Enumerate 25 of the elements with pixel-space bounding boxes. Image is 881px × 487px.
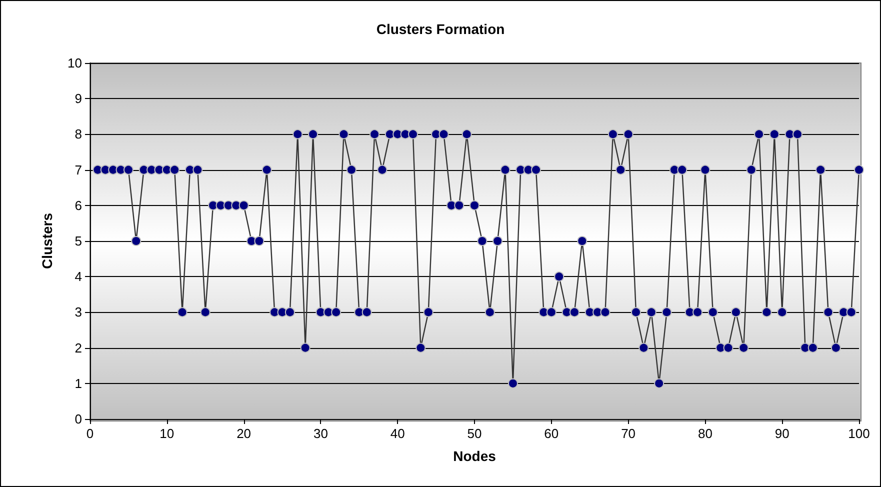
x-tick-label: 20 — [236, 426, 252, 441]
x-tick-label: 80 — [698, 426, 712, 441]
y-tick-label: 6 — [74, 198, 82, 213]
x-tick-label: 40 — [390, 426, 405, 441]
x-tick-label: 100 — [848, 426, 870, 441]
x-tick-label: 60 — [544, 426, 559, 441]
x-tick-label: 10 — [160, 426, 174, 441]
y-tick-label: 5 — [74, 234, 82, 248]
y-tick-label: 0 — [74, 412, 82, 426]
y-tick-label: 3 — [74, 304, 82, 320]
y-tick-label: 10 — [68, 56, 82, 70]
y-tick-label: 9 — [74, 91, 82, 106]
y-tick-label: 7 — [74, 162, 82, 178]
y-axis-title: Clusters — [39, 212, 55, 270]
y-tick-label: 4 — [74, 269, 82, 284]
x-axis-title: Nodes — [453, 448, 496, 464]
x-tick-label: 50 — [467, 426, 482, 441]
x-tick-label: 0 — [86, 426, 94, 441]
x-tick-label: 70 — [621, 426, 636, 441]
x-tick-label: 30 — [313, 426, 328, 441]
y-tick-label: 1 — [74, 376, 82, 391]
y-tick-label: 2 — [74, 340, 82, 356]
x-tick-label: 90 — [774, 426, 790, 441]
y-tick-label: 8 — [74, 126, 82, 142]
chart-title: Clusters Formation — [376, 21, 505, 37]
